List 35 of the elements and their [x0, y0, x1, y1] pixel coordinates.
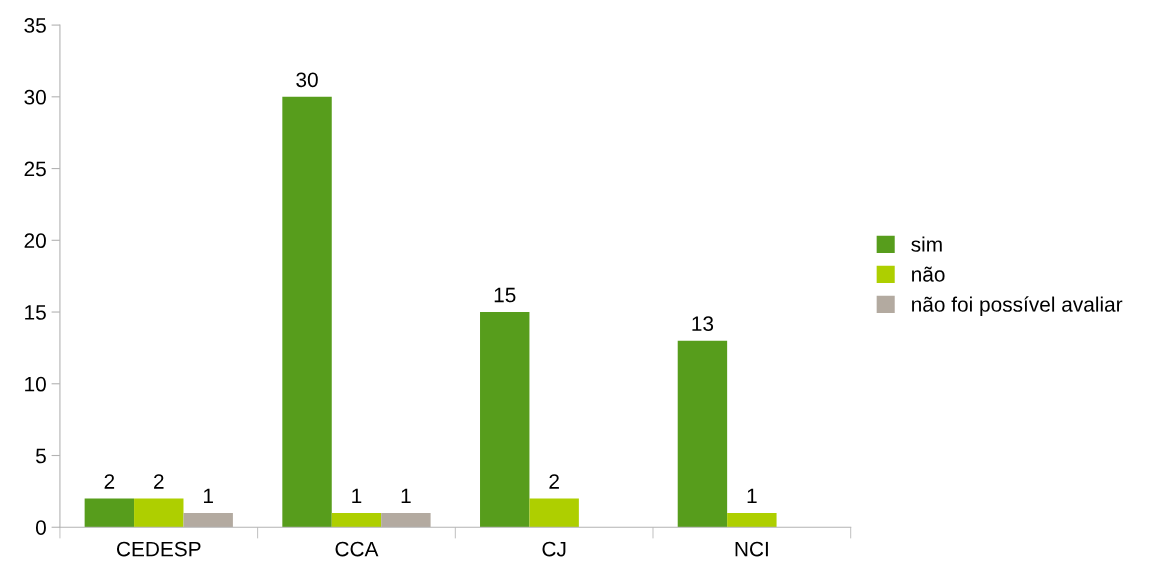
x-tick-label: CEDESP: [116, 541, 201, 557]
bar: [529, 498, 579, 528]
bar: [183, 512, 233, 528]
x-tick-label: CJ: [542, 541, 566, 557]
data-label: 2: [154, 474, 164, 489]
y-tick-label: 0: [35, 520, 46, 535]
data-label: 15: [494, 287, 516, 303]
x-tick-label: CCA: [335, 541, 379, 557]
y-tick-label: 20: [24, 233, 46, 249]
bar: [727, 512, 777, 528]
legend-label: sim: [911, 236, 942, 252]
legend-label: não foi possível avaliar: [912, 296, 1123, 316]
x-tick-label: NCI: [735, 541, 768, 557]
data-label: 1: [352, 488, 362, 504]
bar: [134, 498, 184, 528]
data-label: 2: [549, 474, 559, 489]
bar: [677, 340, 728, 528]
data-label: 1: [747, 488, 757, 504]
y-tick-label: 10: [25, 376, 46, 392]
data-label: 30: [296, 72, 318, 88]
data-label: 13: [692, 316, 714, 332]
data-label: 2: [104, 474, 115, 489]
y-tick-label: 25: [24, 161, 46, 177]
y-tick-label: 15: [25, 305, 46, 320]
bar: [331, 512, 382, 528]
y-tick-label: 30: [24, 89, 46, 105]
bar: [282, 96, 332, 528]
bar: [480, 312, 530, 528]
y-tick-label: 5: [35, 448, 46, 464]
bar: [84, 498, 135, 528]
legend-label: não: [912, 266, 945, 282]
data-label: 1: [401, 488, 411, 504]
y-tick-label: 35: [24, 18, 46, 33]
bar: [381, 512, 431, 528]
data-label: 1: [203, 488, 213, 504]
